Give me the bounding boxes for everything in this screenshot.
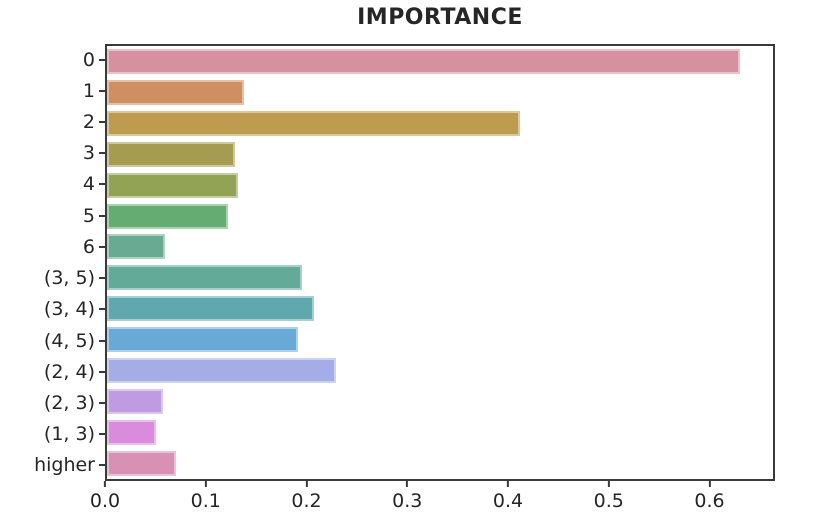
y-row: 0: [0, 44, 105, 75]
bar: [107, 203, 229, 229]
bar-row: [107, 77, 773, 108]
x-tick-mark: [507, 481, 509, 487]
y-tick-label: higher: [34, 454, 95, 477]
bar-row: [107, 324, 773, 355]
x-tick-mark: [104, 481, 106, 487]
bar: [107, 110, 520, 136]
bar: [107, 450, 177, 476]
y-tick-label: 0: [82, 48, 95, 71]
y-tick-mark: [99, 121, 105, 124]
x-tick: 0.3: [392, 481, 422, 512]
plot-area: [105, 44, 775, 481]
y-tick-mark: [99, 464, 105, 467]
y-row: (3, 5): [0, 263, 105, 294]
bar-row: [107, 386, 773, 417]
y-tick-label: (2, 4): [43, 360, 95, 383]
x-tick-label: 0.3: [392, 490, 423, 512]
bar-row: [107, 232, 773, 263]
y-tick-mark: [99, 214, 105, 217]
y-tick-label: (4, 5): [43, 329, 95, 352]
y-row: (1, 3): [0, 419, 105, 450]
y-tick-mark: [99, 183, 105, 186]
y-tick-label: (2, 3): [43, 392, 95, 415]
y-tick-mark: [99, 89, 105, 92]
y-row: (2, 4): [0, 356, 105, 387]
x-tick: 0.5: [594, 481, 624, 512]
y-tick-mark: [99, 277, 105, 280]
x-tick: 0.2: [291, 481, 322, 512]
bar-row: [107, 108, 773, 139]
x-tick-mark: [406, 481, 409, 487]
y-tick-mark: [99, 58, 105, 61]
y-row: 2: [0, 106, 105, 137]
x-tick-mark: [204, 481, 207, 487]
y-tick-mark: [99, 370, 105, 373]
x-tick-mark: [305, 481, 308, 487]
chart-title: IMPORTANCE: [357, 5, 523, 30]
y-row: 6: [0, 231, 105, 262]
x-tick-label: 0.0: [89, 490, 121, 512]
y-tick-mark: [99, 245, 105, 248]
bar-row: [107, 448, 773, 479]
y-row: (3, 4): [0, 294, 105, 325]
y-tick-mark: [99, 402, 105, 405]
bar: [107, 172, 239, 198]
y-tick-mark: [99, 152, 105, 155]
bar-row: [107, 293, 773, 324]
y-tick-label: (3, 5): [43, 267, 95, 290]
bar: [107, 265, 303, 291]
x-tick: 0.4: [493, 481, 523, 512]
x-tick-mark: [607, 481, 610, 487]
bar: [107, 79, 245, 105]
bar-row: [107, 139, 773, 170]
y-row: 4: [0, 169, 105, 200]
bar: [107, 234, 166, 260]
x-tick-label: 0.4: [492, 490, 524, 512]
x-tick-label: 0.1: [190, 490, 221, 512]
y-tick-label: (1, 3): [43, 423, 95, 446]
x-tick-mark: [708, 481, 711, 487]
x-tick-label: 0.6: [694, 490, 725, 512]
bar: [107, 141, 236, 167]
x-tick: 0.6: [694, 481, 725, 512]
x-tick-label: 0.5: [593, 490, 624, 512]
y-tick-label: 6: [82, 235, 95, 258]
bar-row: [107, 417, 773, 448]
y-tick-mark: [99, 308, 105, 311]
bar: [107, 327, 299, 353]
x-tick-label: 0.2: [291, 490, 322, 512]
y-tick-label: 3: [82, 142, 95, 165]
bar: [107, 389, 164, 415]
y-tick-label: 4: [82, 173, 95, 196]
bar: [107, 48, 740, 74]
y-row: (2, 3): [0, 387, 105, 418]
y-row: 5: [0, 200, 105, 231]
x-tick: 0.1: [191, 481, 221, 512]
y-axis: 0 1 2 3 4 5 6 (3, 5) (3, 4) (4, 5) (2, 4) (2, 3) (1,…: [0, 44, 105, 481]
y-tick-mark: [99, 433, 105, 436]
bar-row: [107, 170, 773, 201]
y-row: (4, 5): [0, 325, 105, 356]
y-tick-label: 5: [82, 204, 95, 227]
y-row: 3: [0, 138, 105, 169]
bar: [107, 296, 315, 322]
y-row: higher: [0, 450, 105, 481]
bar: [107, 420, 157, 446]
x-tick: 0.0: [90, 481, 120, 512]
y-tick-label: 1: [82, 79, 95, 102]
y-row: 1: [0, 75, 105, 106]
bar-row: [107, 262, 773, 293]
x-axis: 0.0 0.1 0.2 0.3 0.4 0.5 0.6: [90, 481, 775, 526]
y-tick-mark: [99, 339, 105, 342]
bar-row: [107, 355, 773, 386]
bar: [107, 358, 337, 384]
y-tick-label: 2: [82, 111, 95, 134]
y-tick-label: (3, 4): [43, 298, 95, 321]
bar-row: [107, 201, 773, 232]
bar-row: [107, 46, 773, 77]
